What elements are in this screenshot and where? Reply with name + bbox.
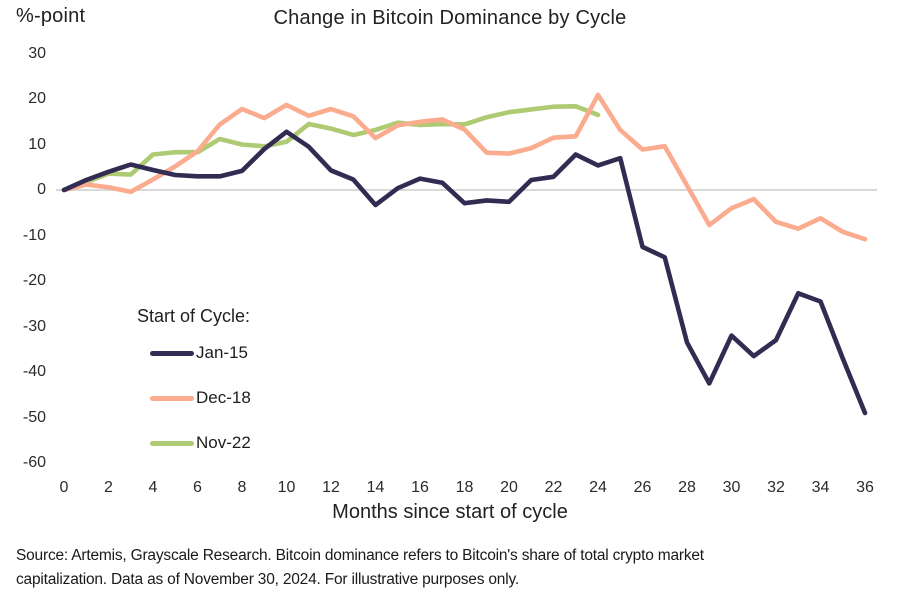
y-tick-label--10: -10: [22, 226, 46, 244]
x-tick-label-4: 4: [148, 479, 158, 496]
y-tick-label--30: -30: [22, 317, 46, 335]
y-tick-label-30: 30: [28, 44, 46, 62]
legend-swatch-nov-22: [150, 440, 194, 446]
x-tick-label-32: 32: [767, 479, 785, 496]
series-line-dec-18: [61, 92, 868, 242]
x-tick-label-14: 14: [366, 479, 385, 496]
x-tick-label-8: 8: [237, 479, 247, 496]
source-note: Source: Artemis, Grayscale Research. Bit…: [16, 544, 888, 592]
legend-swatch-dec-18: [150, 395, 194, 401]
y-tick-label--20: -20: [22, 272, 46, 289]
x-tick-label-22: 22: [544, 479, 563, 496]
x-tick-label-2: 2: [104, 479, 113, 496]
legend-item-nov-22: Nov-22: [137, 433, 251, 453]
y-axis-unit-label: %-point: [16, 5, 86, 27]
x-axis-title: Months since start of cycle: [332, 501, 568, 523]
x-tick-label-16: 16: [411, 479, 429, 496]
legend-label-nov-22: Nov-22: [196, 433, 251, 452]
legend-swatch-jan-15: [150, 350, 194, 356]
x-tick-label-20: 20: [500, 479, 518, 496]
legend: Start of Cycle: Jan-15 Dec-18 Nov-22: [137, 306, 251, 478]
series-line-nov-22: [61, 103, 601, 193]
x-tick-label-24: 24: [589, 479, 607, 496]
y-tick-label-20: 20: [28, 90, 46, 107]
y-tick-label--50: -50: [22, 408, 46, 426]
x-tick-label-6: 6: [193, 479, 202, 496]
x-tick-label-36: 36: [856, 479, 874, 496]
x-tick-label-34: 34: [811, 479, 830, 496]
legend-label-dec-18: Dec-18: [196, 388, 251, 407]
y-tick-label-0: 0: [37, 181, 46, 198]
legend-items: Jan-15 Dec-18 Nov-22: [137, 343, 251, 453]
x-tick-label-0: 0: [59, 479, 69, 496]
source-note-line-1: Source: Artemis, Grayscale Research. Bit…: [16, 547, 704, 564]
y-tick-label-10: 10: [28, 135, 46, 153]
legend-label-jan-15: Jan-15: [196, 343, 248, 362]
x-tick-label-26: 26: [633, 479, 652, 496]
y-tick-label--60: -60: [22, 454, 46, 471]
x-tick-label-30: 30: [722, 479, 741, 496]
source-note-line-2: capitalization. Data as of November 30, …: [16, 571, 519, 588]
x-tick-label-18: 18: [455, 479, 474, 496]
x-tick-label-12: 12: [322, 479, 340, 496]
legend-title: Start of Cycle:: [137, 306, 251, 326]
legend-item-jan-15: Jan-15: [137, 343, 251, 363]
x-tick-label-10: 10: [277, 479, 296, 496]
x-tick-label-28: 28: [678, 479, 696, 496]
legend-item-dec-18: Dec-18: [137, 388, 251, 408]
series-line-jan-15: [61, 129, 868, 416]
y-tick-label--40: -40: [22, 363, 46, 380]
chart-title: Change in Bitcoin Dominance by Cycle: [273, 7, 627, 29]
